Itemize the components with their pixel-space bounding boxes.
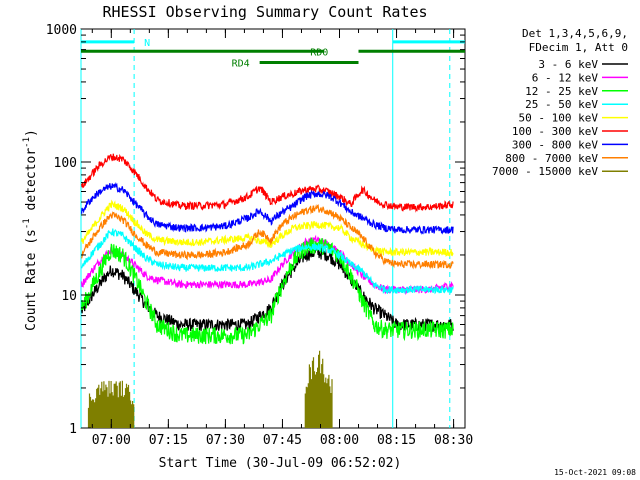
legend: Det 1,3,4,5,6,9, FDecim 1, Att 0 3 - 6 k… [492, 27, 628, 178]
series-12-25-kev [81, 237, 454, 345]
series-300-800-kev [81, 182, 454, 235]
x-tick-label-08-00: 08:00 [320, 433, 359, 448]
x-tick-label-07-15: 07:15 [149, 433, 188, 448]
x-tick-label-07-00: 07:00 [92, 433, 131, 448]
series-7000-15000-kev [87, 350, 333, 428]
legend-label-3-6-kev: 3 - 6 keV [538, 58, 598, 71]
legend-header-line-1: Det 1,3,4,5,6,9, [522, 27, 628, 40]
y-tick-label-10: 10 [61, 289, 77, 304]
legend-label-100-300-kev: 100 - 300 keV [512, 125, 598, 138]
x-tick-label-08-30: 08:30 [434, 433, 473, 448]
flag-label-rd0: RD0 [310, 47, 328, 58]
series-800-7000-kev [81, 203, 454, 270]
x-axis: 07:00 07:15 07:30 07:45 08:00 08:15 08:30 [92, 29, 473, 448]
flag-label-n: N [144, 38, 150, 49]
legend-label-800-7000-kev: 800 - 7000 keV [505, 152, 598, 165]
x-tick-label-07-45: 07:45 [263, 433, 302, 448]
x-tick-label-08-15: 08:15 [377, 433, 416, 448]
y-axis-label-sup1: -1 [22, 218, 32, 229]
y-axis-label-main: Count Rate (s [24, 229, 39, 331]
series-50-100-kev [81, 199, 454, 258]
legend-label-12-25-kev: 12 - 25 keV [525, 85, 598, 98]
legend-label-50-100-kev: 50 - 100 keV [519, 112, 599, 125]
timestamp: 15-Oct-2021 09:08 [554, 468, 636, 477]
y-tick-label-1000: 1000 [46, 23, 77, 38]
y-axis: 1 10 100 1000 [46, 23, 465, 437]
flag-label-rd4: RD4 [232, 58, 250, 69]
x-axis-label: Start Time (30-Jul-09 06:52:02) [159, 456, 402, 471]
y-axis-label: Count Rate (s-1 detector-1) [22, 129, 39, 331]
legend-label-300-800-kev: 300 - 800 keV [512, 138, 598, 151]
legend-label-7000-15000-kev: 7000 - 15000 keV [492, 165, 598, 178]
series-100-300-kev [81, 153, 454, 213]
series-group [81, 153, 454, 428]
x-tick-label-07-30: 07:30 [206, 433, 245, 448]
y-tick-label-100: 100 [54, 156, 77, 171]
legend-label-25-50-kev: 25 - 50 keV [525, 98, 598, 111]
legend-label-6-12-kev: 6 - 12 keV [532, 71, 599, 84]
plot-area: N RD0 RD4 07:00 07:15 07:30 07:45 08:00 08:15 08… [46, 23, 473, 448]
series-3-6-kev [81, 246, 454, 332]
chart-title: RHESSI Observing Summary Count Rates [102, 3, 427, 21]
series-25-50-kev [81, 228, 454, 295]
y-axis-label-end: ) [24, 129, 39, 137]
y-tick-label-1: 1 [69, 422, 77, 437]
instrument-flags: N RD0 RD4 [81, 38, 465, 69]
y-axis-label-sup2: -1 [22, 137, 32, 148]
y-axis-label-mid: detector [24, 148, 39, 219]
legend-header-line-2: FDecim 1, Att 0 [529, 41, 628, 54]
